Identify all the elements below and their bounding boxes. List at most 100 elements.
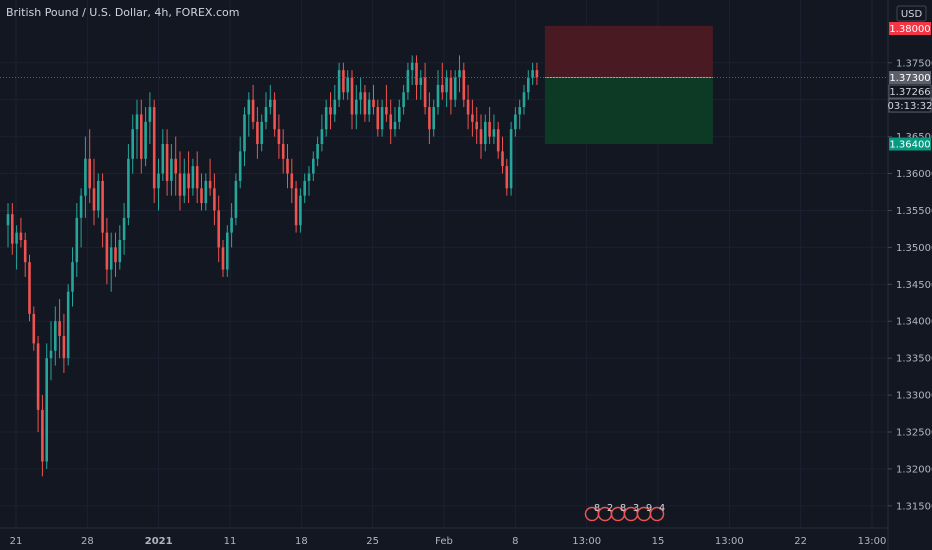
candle-body (496, 129, 500, 152)
current-price-tag: 1.37300 (889, 71, 931, 85)
candle-body (157, 173, 160, 189)
candle-body (359, 92, 362, 100)
candle-body (58, 321, 61, 336)
candle-body (522, 92, 526, 108)
candle-body (45, 358, 48, 462)
candle-body (269, 99, 272, 108)
candle-body (329, 107, 332, 115)
event-marker[interactable]: 4 (649, 503, 666, 522)
candle-body (389, 114, 392, 130)
candle-body (423, 77, 427, 108)
candle-body (428, 107, 431, 130)
candle-body (62, 336, 66, 359)
candle-body (273, 99, 276, 130)
time-tick-label: 13:00 (572, 536, 601, 547)
candle-body (475, 121, 478, 130)
candle-body (221, 247, 225, 270)
candle-body (466, 99, 470, 115)
candle-body (441, 84, 444, 93)
candle-body (101, 180, 104, 233)
countdown-tag: 03:13:32 (888, 98, 932, 113)
event-count: 3 (633, 503, 639, 514)
candle-body (299, 195, 302, 226)
candle-body (234, 180, 238, 218)
candle-body (509, 129, 513, 189)
price-tick-label: 1.32000 (896, 464, 932, 475)
candle-body (41, 409, 44, 462)
candle-body (92, 188, 96, 211)
candles (6, 55, 539, 477)
grid (0, 0, 888, 528)
candle-body (471, 114, 474, 122)
candle-body (432, 107, 435, 130)
candle-body (84, 158, 87, 196)
last-price-tag: 1.37266 (888, 84, 932, 99)
event-count: 8 (620, 503, 626, 514)
take-profit-zone (544, 77, 713, 144)
time-tick-label: 22 (794, 536, 807, 547)
candle-body (109, 247, 113, 270)
candle-body (140, 114, 143, 159)
time-tick-label: 8 (512, 536, 518, 547)
candle-body (256, 121, 259, 144)
currency-label: USD (901, 9, 923, 20)
candle-body (501, 151, 504, 167)
candle-body (49, 350, 53, 359)
current-price-tag-bg (889, 71, 931, 85)
candle-body (303, 180, 306, 196)
candle-body (505, 166, 509, 189)
candle-body (122, 217, 126, 240)
candle-body (144, 121, 147, 159)
stop-price-tag: 1.38000 (889, 22, 931, 35)
candle-body (355, 99, 358, 115)
candle-body (217, 210, 220, 248)
last-price-text: 1.37266 (889, 87, 930, 98)
currency-badge[interactable]: USD (896, 5, 927, 22)
candle-body (518, 107, 521, 115)
candle-body (97, 180, 100, 211)
candle-body (316, 144, 319, 159)
candle-body (32, 313, 36, 344)
price-tick-label: 1.32500 (896, 428, 932, 439)
candle-body (462, 70, 466, 100)
candle-body (161, 144, 165, 174)
time-tick-label: 18 (295, 536, 308, 547)
event-count: 4 (659, 503, 665, 514)
candle-body (320, 129, 324, 144)
time-tick-label: 21 (10, 536, 23, 547)
candle-body (398, 107, 401, 122)
price-tick-label: 1.34500 (896, 280, 932, 291)
candle-body (247, 99, 251, 115)
candle-body (484, 121, 487, 144)
candle-body (71, 262, 74, 292)
time-tick-labels: 21 28 2021 11 18 25 Feb 8 13:00 15 13:00 22 13:00 (10, 536, 887, 547)
candle-body (208, 180, 212, 189)
currency-badge-bg (896, 5, 927, 22)
candle-body (531, 70, 534, 78)
candle-body (488, 121, 491, 137)
candle-body (105, 232, 109, 270)
candle-body (28, 262, 31, 314)
time-tick-label: 25 (366, 536, 379, 547)
price-tick-label: 1.33500 (896, 354, 932, 365)
candle-body (152, 107, 156, 189)
price-tick-label: 1.33000 (896, 391, 932, 402)
candle-body (350, 77, 354, 115)
candle-body (131, 129, 134, 159)
time-tick-label: 28 (81, 536, 94, 547)
price-tick-label: 1.31500 (896, 501, 932, 512)
candle-body (380, 107, 384, 130)
candle-body (54, 321, 57, 351)
candle-body (277, 129, 281, 144)
event-flag-icon (649, 506, 665, 522)
candle-body (260, 121, 263, 144)
candle-body (66, 291, 70, 359)
time-tick-label: 2021 (145, 536, 173, 547)
price-tick-label: 1.36000 (896, 169, 932, 180)
candle-body (419, 77, 423, 85)
candle-body (114, 247, 117, 263)
candle-body (79, 195, 83, 218)
candle-body (23, 240, 27, 263)
